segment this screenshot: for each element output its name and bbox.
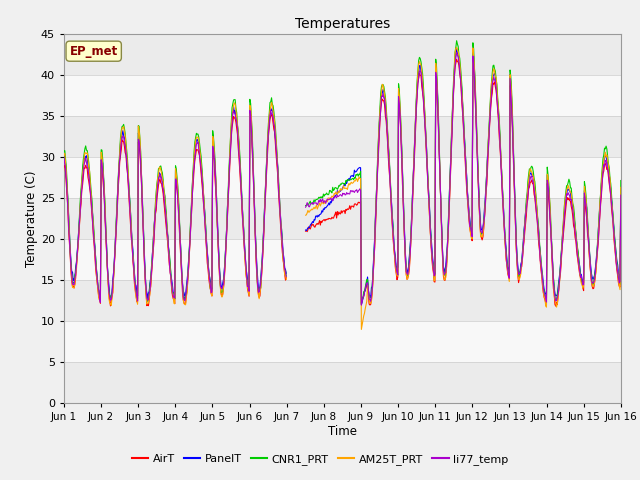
li77_temp [70, 282, 78, 288]
Bar [64, 116, 621, 157]
AM25T_PRT [411, 134, 419, 140]
li77_temp [184, 273, 192, 278]
CNR1_PRT [127, 228, 135, 234]
Line: AM25T_PRT: AM25T_PRT [64, 48, 621, 329]
AM25T_PRT [127, 228, 135, 233]
AM25T_PRT [60, 152, 68, 158]
Text: EP_met: EP_met [70, 45, 118, 58]
li77_temp [60, 156, 68, 162]
Bar [64, 280, 621, 321]
CNR1_PRT [617, 178, 625, 183]
Bar [64, 239, 621, 280]
Bar [64, 34, 621, 75]
PanelT [127, 227, 135, 232]
PanelT [411, 136, 419, 142]
li77_temp [411, 136, 419, 142]
Bar [64, 75, 621, 116]
PanelT [617, 188, 625, 194]
AirT [428, 243, 435, 249]
Bar [64, 362, 621, 403]
PanelT [70, 276, 78, 282]
CNR1_PRT [184, 271, 192, 277]
CNR1_PRT [70, 280, 78, 286]
AirT [214, 226, 221, 231]
PanelT [428, 234, 435, 240]
PanelT [184, 269, 192, 275]
CNR1_PRT [411, 131, 419, 136]
Line: li77_temp: li77_temp [64, 52, 621, 305]
li77_temp [617, 192, 625, 198]
AM25T_PRT [184, 273, 192, 279]
AirT [127, 236, 135, 242]
Legend: AirT, PanelT, CNR1_PRT, AM25T_PRT, li77_temp: AirT, PanelT, CNR1_PRT, AM25T_PRT, li77_… [127, 450, 513, 469]
li77_temp [428, 240, 435, 246]
Y-axis label: Temperature (C): Temperature (C) [25, 170, 38, 267]
Line: AirT: AirT [64, 59, 621, 306]
AirT [60, 164, 68, 169]
li77_temp [214, 220, 221, 226]
Line: CNR1_PRT: CNR1_PRT [64, 41, 621, 304]
X-axis label: Time: Time [328, 425, 357, 438]
Bar [64, 321, 621, 362]
AM25T_PRT [214, 223, 221, 228]
PanelT [214, 215, 221, 221]
AirT [617, 195, 625, 201]
AirT [184, 276, 192, 282]
Bar [64, 198, 621, 239]
CNR1_PRT [60, 148, 68, 154]
AirT [411, 143, 419, 149]
AM25T_PRT [70, 285, 78, 291]
CNR1_PRT [214, 221, 221, 227]
AM25T_PRT [428, 240, 435, 245]
li77_temp [127, 233, 135, 239]
Line: PanelT: PanelT [64, 48, 621, 304]
Title: Temperatures: Temperatures [295, 17, 390, 31]
AirT [70, 285, 78, 291]
Bar [64, 157, 621, 198]
AM25T_PRT [617, 184, 625, 190]
CNR1_PRT [428, 235, 435, 241]
PanelT [60, 153, 68, 158]
